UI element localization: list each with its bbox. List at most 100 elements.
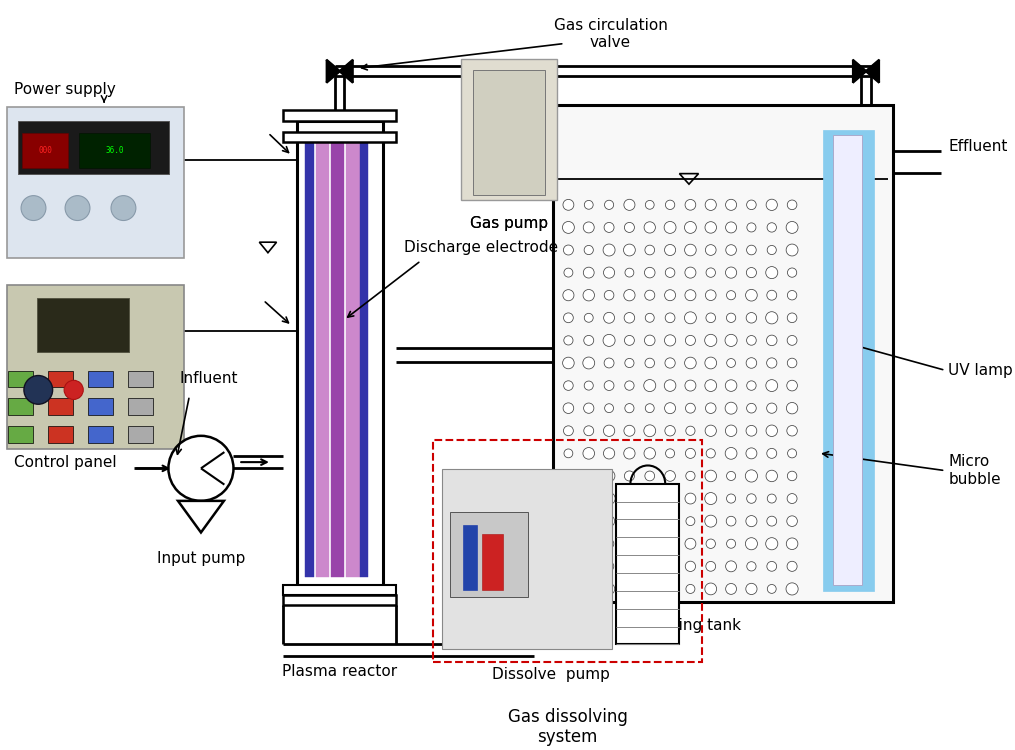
Circle shape	[562, 357, 574, 369]
Bar	[283, 595, 396, 605]
Circle shape	[562, 221, 574, 233]
Circle shape	[747, 245, 756, 255]
Bar	[283, 110, 396, 121]
Circle shape	[705, 470, 717, 482]
Circle shape	[705, 403, 716, 413]
Circle shape	[746, 584, 757, 595]
Circle shape	[788, 471, 797, 481]
Bar	[482, 535, 503, 590]
Circle shape	[624, 584, 634, 594]
Circle shape	[766, 448, 776, 458]
Circle shape	[767, 245, 776, 254]
Circle shape	[645, 267, 655, 278]
Circle shape	[788, 313, 797, 322]
Bar	[306, 138, 314, 578]
Circle shape	[727, 472, 736, 481]
Circle shape	[645, 222, 656, 233]
Circle shape	[727, 314, 736, 322]
Text: UV lamp: UV lamp	[948, 363, 1013, 378]
Circle shape	[766, 200, 777, 211]
Circle shape	[624, 223, 634, 232]
Text: Micro
bubble: Micro bubble	[948, 454, 1001, 487]
Circle shape	[787, 403, 798, 414]
Circle shape	[563, 516, 573, 526]
Bar	[450, 512, 528, 596]
Circle shape	[704, 380, 717, 392]
Circle shape	[646, 404, 655, 412]
Circle shape	[603, 244, 615, 256]
Circle shape	[645, 562, 655, 572]
Bar	[88, 370, 113, 387]
Circle shape	[727, 291, 736, 300]
Circle shape	[563, 200, 573, 210]
Bar	[22, 134, 68, 168]
Circle shape	[666, 200, 675, 209]
Circle shape	[625, 358, 634, 368]
Circle shape	[745, 538, 757, 550]
Circle shape	[584, 403, 594, 413]
Bar	[48, 426, 73, 442]
Circle shape	[562, 560, 574, 572]
Circle shape	[605, 404, 613, 412]
Text: Dissolving tank: Dissolving tank	[623, 618, 741, 633]
Circle shape	[665, 334, 676, 346]
Circle shape	[704, 334, 717, 346]
Circle shape	[705, 290, 716, 301]
Circle shape	[685, 561, 695, 572]
Circle shape	[665, 403, 676, 414]
Circle shape	[664, 493, 676, 505]
Circle shape	[746, 448, 757, 459]
Circle shape	[645, 471, 655, 481]
Circle shape	[585, 245, 594, 254]
Circle shape	[644, 380, 656, 392]
Circle shape	[563, 336, 573, 345]
Circle shape	[788, 358, 797, 368]
Bar	[38, 298, 129, 352]
Text: 36.0: 36.0	[106, 146, 124, 155]
Circle shape	[726, 561, 737, 572]
Text: Gas pump: Gas pump	[470, 216, 548, 231]
Circle shape	[725, 448, 737, 459]
Text: Input pump: Input pump	[156, 550, 246, 566]
Circle shape	[563, 584, 573, 594]
Circle shape	[726, 244, 737, 255]
Circle shape	[625, 404, 634, 412]
Bar	[7, 106, 184, 258]
Text: 000: 000	[38, 146, 52, 155]
Circle shape	[727, 494, 736, 503]
Circle shape	[665, 313, 675, 322]
Bar	[473, 70, 545, 195]
Circle shape	[788, 268, 797, 278]
Circle shape	[563, 538, 573, 549]
Bar	[128, 398, 153, 415]
Circle shape	[788, 290, 797, 300]
Circle shape	[766, 403, 776, 413]
Circle shape	[726, 222, 737, 233]
Circle shape	[563, 245, 573, 255]
Circle shape	[624, 381, 634, 390]
Bar	[8, 426, 32, 442]
Bar	[331, 138, 344, 578]
Circle shape	[685, 404, 695, 413]
Circle shape	[706, 448, 716, 458]
Circle shape	[746, 313, 756, 323]
Circle shape	[583, 583, 595, 595]
Circle shape	[685, 448, 695, 458]
Circle shape	[787, 516, 798, 526]
Circle shape	[584, 494, 594, 503]
Text: Discharge electrode: Discharge electrode	[404, 240, 558, 255]
Circle shape	[585, 200, 593, 209]
Circle shape	[646, 314, 655, 322]
Circle shape	[767, 584, 776, 593]
Circle shape	[584, 267, 594, 278]
Circle shape	[765, 266, 777, 278]
Circle shape	[563, 313, 573, 322]
Polygon shape	[853, 60, 865, 82]
Bar	[461, 58, 557, 200]
Circle shape	[726, 267, 737, 278]
Bar	[128, 426, 153, 442]
Polygon shape	[867, 60, 879, 82]
Bar	[88, 398, 113, 415]
Circle shape	[726, 584, 737, 594]
Circle shape	[584, 335, 594, 345]
